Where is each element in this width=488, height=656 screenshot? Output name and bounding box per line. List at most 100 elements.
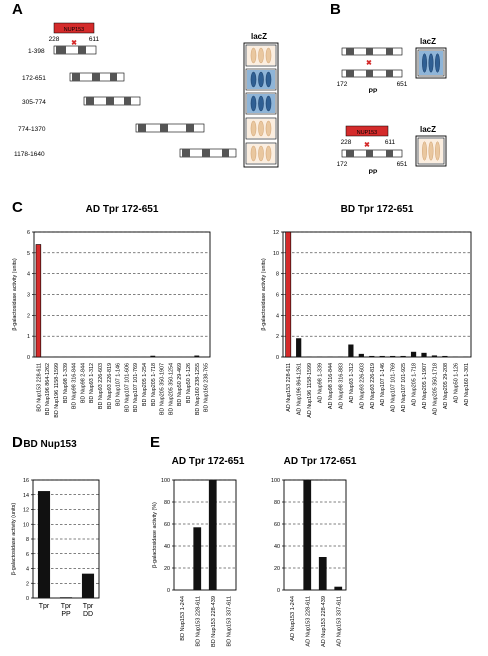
x-tick-label: BD Nup98 316-844: [72, 363, 78, 409]
yeast-streak: [258, 120, 264, 137]
x-tick-label: BD Nup50 29-469: [177, 363, 183, 406]
yeast-streak: [265, 95, 272, 112]
x-tick-label: AD Nup93 226-819: [370, 363, 376, 409]
lacz-frame: [415, 47, 447, 79]
nup153-start-label: 228: [341, 139, 352, 146]
chart-title: AD Tpr 172-651: [284, 456, 357, 467]
panel-b-top-construct: ✖ 172 651 PP: [337, 47, 408, 95]
range-end-label: 651: [397, 161, 408, 168]
coiled-coil-block: [160, 124, 168, 132]
x-tick-label: AD Nup93 1-312: [349, 363, 355, 403]
y-tick-label: 10: [273, 251, 279, 257]
x-tick-label: AD Nup107 101-769: [391, 363, 397, 412]
y-tick-label: 8: [26, 537, 29, 543]
coiled-coil-block: [386, 70, 393, 77]
lacz-frame: [243, 42, 279, 168]
x-tick-label: BD Nup196 864-1262: [45, 363, 51, 415]
bar: [400, 355, 406, 357]
chart-title: BD Nup153: [23, 439, 77, 450]
y-axis-label: β-galactosidase activity (%): [152, 502, 158, 568]
bar: [334, 586, 343, 590]
interaction-cross-icon: ✖: [71, 39, 77, 47]
bar: [379, 355, 385, 357]
yeast-streak: [428, 53, 434, 73]
x-tick-label: BD Nup153 228-611: [195, 596, 201, 647]
mutation-label: PP: [369, 88, 378, 95]
y-tick-label: 14: [23, 493, 29, 499]
coiled-coil-block: [92, 73, 100, 81]
yeast-streak: [250, 120, 257, 137]
x-tick-label: AD Nup107 101-925: [401, 363, 407, 412]
coiled-coil-block: [202, 149, 210, 157]
y-tick-label: 40: [274, 544, 280, 550]
bar: [421, 352, 427, 357]
yeast-streak: [265, 47, 272, 64]
yeast-streak: [250, 71, 257, 88]
y-tick-label: 0: [277, 588, 280, 594]
x-tick-label: BD Nup196 1158-1599: [54, 363, 60, 418]
y-tick-label: 1: [27, 334, 30, 340]
x-tick-label: BD Nup153 228-439: [211, 596, 217, 647]
coiled-coil-block: [346, 70, 354, 77]
bar: [369, 355, 375, 357]
lacz-frame: [415, 135, 447, 167]
y-tick-label: 40: [164, 544, 170, 550]
construct-label: 1178-1640: [14, 151, 45, 158]
chart-c-right: BD Tpr 172-651 0 2 4 6 8 10 12 β-galactosidase a…: [261, 204, 472, 418]
y-tick-label: 80: [164, 500, 170, 506]
x-tick-label: AD Nup196 864-1261: [297, 363, 303, 415]
mutation-label: PP: [369, 169, 378, 176]
range-start-label: 172: [337, 81, 348, 88]
y-axis-label: β-galactosidase activity (units): [12, 258, 18, 331]
y-tick-label: 100: [161, 478, 170, 484]
y-tick-label: 2: [27, 313, 30, 319]
coiled-coil-block: [186, 124, 194, 132]
x-tick-label: BD Nup153 1-244: [180, 596, 186, 641]
y-axis-label: β-galactosidase activity (units): [11, 503, 17, 576]
x-tick-label: BD Nup107 101-606: [124, 363, 130, 412]
nup153-box: [345, 125, 389, 137]
coiled-coil-block: [386, 150, 393, 157]
x-tick-label: AD Nup205 29-208: [443, 363, 449, 409]
x-tick-label: BD Nup205 1-718: [151, 363, 157, 406]
x-tick-label: PP: [61, 611, 71, 618]
yeast-streak: [250, 145, 257, 162]
construct-bar: [53, 45, 97, 55]
coiled-coil-block: [138, 124, 146, 132]
yeast-streak: [258, 47, 264, 64]
x-tick-label: AD Nup98 316-844: [328, 363, 334, 409]
panel-label-a: A: [12, 1, 23, 18]
coiled-coil-block: [366, 150, 373, 157]
x-tick-label: BD Nup93 226-603: [98, 363, 104, 409]
x-tick-label: BD Nup205 350-1254: [168, 363, 174, 415]
y-tick-label: 4: [27, 272, 30, 278]
panel-label-b: B: [330, 1, 341, 18]
x-tick-label: BD Nup93 1-312: [89, 363, 95, 403]
bar: [463, 356, 469, 357]
y-tick-label: 80: [274, 500, 280, 506]
x-tick-label: BD Nup153 337-611: [226, 596, 232, 647]
bar: [442, 355, 448, 357]
y-tick-label: 2: [276, 334, 279, 340]
y-tick-label: 60: [164, 522, 170, 528]
panel-b-lacz-column: [415, 47, 447, 167]
x-tick-label: BD Nup205 350-1907: [160, 363, 166, 415]
coiled-coil-block: [106, 97, 114, 105]
panel-a-construct-row: 774-1370: [18, 123, 205, 133]
yeast-streak: [265, 145, 272, 162]
plot-frame: [283, 479, 347, 591]
x-tick-label: AD Nup196 1158-1599: [307, 363, 313, 418]
y-tick-label: 6: [26, 552, 29, 558]
x-tick-label: AD Nup153 337-611: [336, 596, 342, 647]
nup153-end-label: 611: [89, 36, 100, 43]
coiled-coil-block: [366, 70, 373, 77]
x-tick-label: BD Nup205 1-254: [142, 363, 148, 406]
y-tick-label: 20: [274, 566, 280, 572]
x-tick-label: Tpr: [61, 603, 72, 610]
bar: [337, 356, 344, 357]
bar: [208, 480, 217, 590]
x-tick-label: AD Nup205 1-1907: [422, 363, 428, 409]
plot-frame: [282, 231, 472, 358]
chart-title: AD Tpr 172-651: [86, 204, 159, 215]
